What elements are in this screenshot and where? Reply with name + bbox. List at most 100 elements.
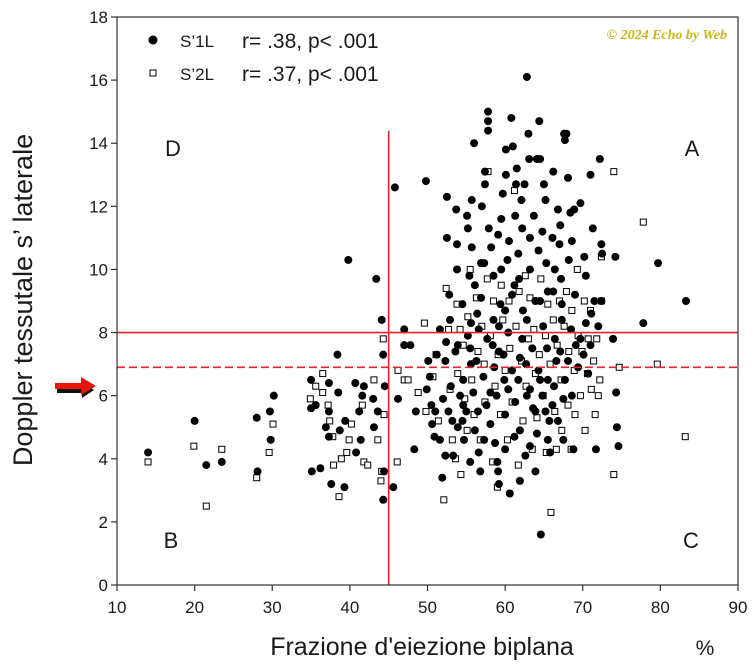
legend-stat-s1l: r= .38, p< .001 (242, 30, 379, 53)
data-point-s1l (541, 196, 550, 205)
data-point-s1l (612, 423, 621, 432)
data-point-s2l (573, 265, 581, 273)
data-point-s2l (514, 461, 522, 469)
data-point-s1l (411, 407, 420, 416)
data-point-s2l (584, 335, 592, 343)
data-point-s1l (559, 394, 568, 403)
data-point-s1l (487, 243, 496, 252)
data-point-s1l (453, 341, 462, 350)
data-point-s1l (441, 451, 450, 460)
data-point-s2l (343, 448, 351, 456)
data-point-s2l (639, 218, 647, 226)
data-point-s1l (327, 480, 336, 489)
data-point-s1l (372, 274, 381, 283)
data-point-s1l (505, 489, 514, 498)
data-point-s2l (587, 385, 595, 393)
data-point-s2l (404, 376, 412, 384)
data-point-s2l (393, 458, 401, 466)
data-point-s2l (319, 370, 327, 378)
data-point-s2l (681, 433, 689, 441)
legend-marker-s2l (149, 69, 157, 77)
data-point-s1l (459, 435, 468, 444)
data-point-s1l (465, 271, 474, 280)
data-point-s1l (581, 319, 590, 328)
x-tick-label: 20 (185, 598, 204, 617)
data-point-s1l (508, 290, 517, 299)
data-point-s2l (491, 382, 499, 390)
data-point-s2l (564, 401, 572, 409)
data-point-s2l (394, 366, 402, 374)
data-point-s2l (510, 187, 518, 195)
data-point-s1l (550, 265, 559, 274)
data-point-s1l (410, 445, 419, 454)
data-point-s1l (525, 265, 534, 274)
data-point-s1l (528, 344, 537, 353)
data-point-s2l (521, 272, 529, 280)
data-point-s1l (560, 375, 569, 384)
data-point-s1l (520, 180, 529, 189)
data-point-s1l (501, 306, 510, 315)
data-point-s1l (444, 407, 453, 416)
data-point-s2l (364, 461, 372, 469)
data-point-s2l (466, 265, 474, 273)
data-point-s1l (451, 347, 460, 356)
y-tick-label: 16 (89, 71, 108, 90)
data-point-s1l (428, 420, 437, 429)
data-point-s1l (553, 416, 562, 425)
data-point-s1l (477, 202, 486, 211)
data-point-s2l (535, 351, 543, 359)
data-point-s1l (470, 426, 479, 435)
data-point-s1l (543, 435, 552, 444)
data-point-s2l (483, 275, 491, 283)
arrow-body (55, 377, 96, 395)
data-point-s1l (654, 259, 663, 268)
data-point-s1l (543, 375, 552, 384)
x-tick-label: 50 (418, 598, 437, 617)
data-point-s1l (431, 407, 440, 416)
data-point-s2l (144, 458, 152, 466)
x-tick-label: 30 (263, 598, 282, 617)
data-point-s1l (546, 448, 555, 457)
data-point-s1l (500, 375, 509, 384)
data-point-s1l (518, 224, 527, 233)
data-point-s1l (470, 139, 479, 148)
data-point-s2l (501, 366, 509, 374)
data-point-s1l (358, 391, 367, 400)
data-point-s1l (529, 211, 538, 220)
data-point-s1l (564, 255, 573, 264)
data-point-s1l (341, 416, 350, 425)
data-point-s1l (466, 344, 475, 353)
data-point-s1l (525, 385, 534, 394)
data-point-s1l (522, 360, 531, 369)
data-point-s1l (476, 467, 485, 476)
data-points (144, 72, 690, 539)
quadrant-label-d: D (165, 136, 181, 161)
data-point-s2l (218, 445, 226, 453)
data-point-s2l (335, 493, 343, 501)
data-point-s1l (503, 255, 512, 264)
data-point-s1l (459, 375, 468, 384)
data-point-s1l (555, 240, 564, 249)
data-point-s1l (531, 407, 540, 416)
data-point-s2l (269, 420, 277, 428)
data-point-s1l (480, 167, 489, 176)
data-point-s1l (422, 385, 431, 394)
data-point-s2l (347, 420, 355, 428)
data-point-s2l (380, 411, 388, 419)
data-point-s1l (538, 227, 547, 236)
data-point-s2l (499, 316, 507, 324)
data-point-s1l (452, 240, 461, 249)
data-point-s2l (480, 360, 488, 368)
data-point-s1l (390, 183, 399, 192)
data-point-s1l (501, 170, 510, 179)
data-point-s1l (307, 404, 316, 413)
data-point-s2l (593, 335, 601, 343)
data-point-s1l (463, 224, 472, 233)
data-point-s1l (501, 445, 510, 454)
data-point-s1l (377, 315, 386, 324)
data-point-s1l (571, 341, 580, 350)
data-point-s1l (446, 315, 455, 324)
data-point-s1l (400, 325, 409, 334)
data-point-s1l (333, 350, 342, 359)
data-point-s2l (596, 376, 604, 384)
